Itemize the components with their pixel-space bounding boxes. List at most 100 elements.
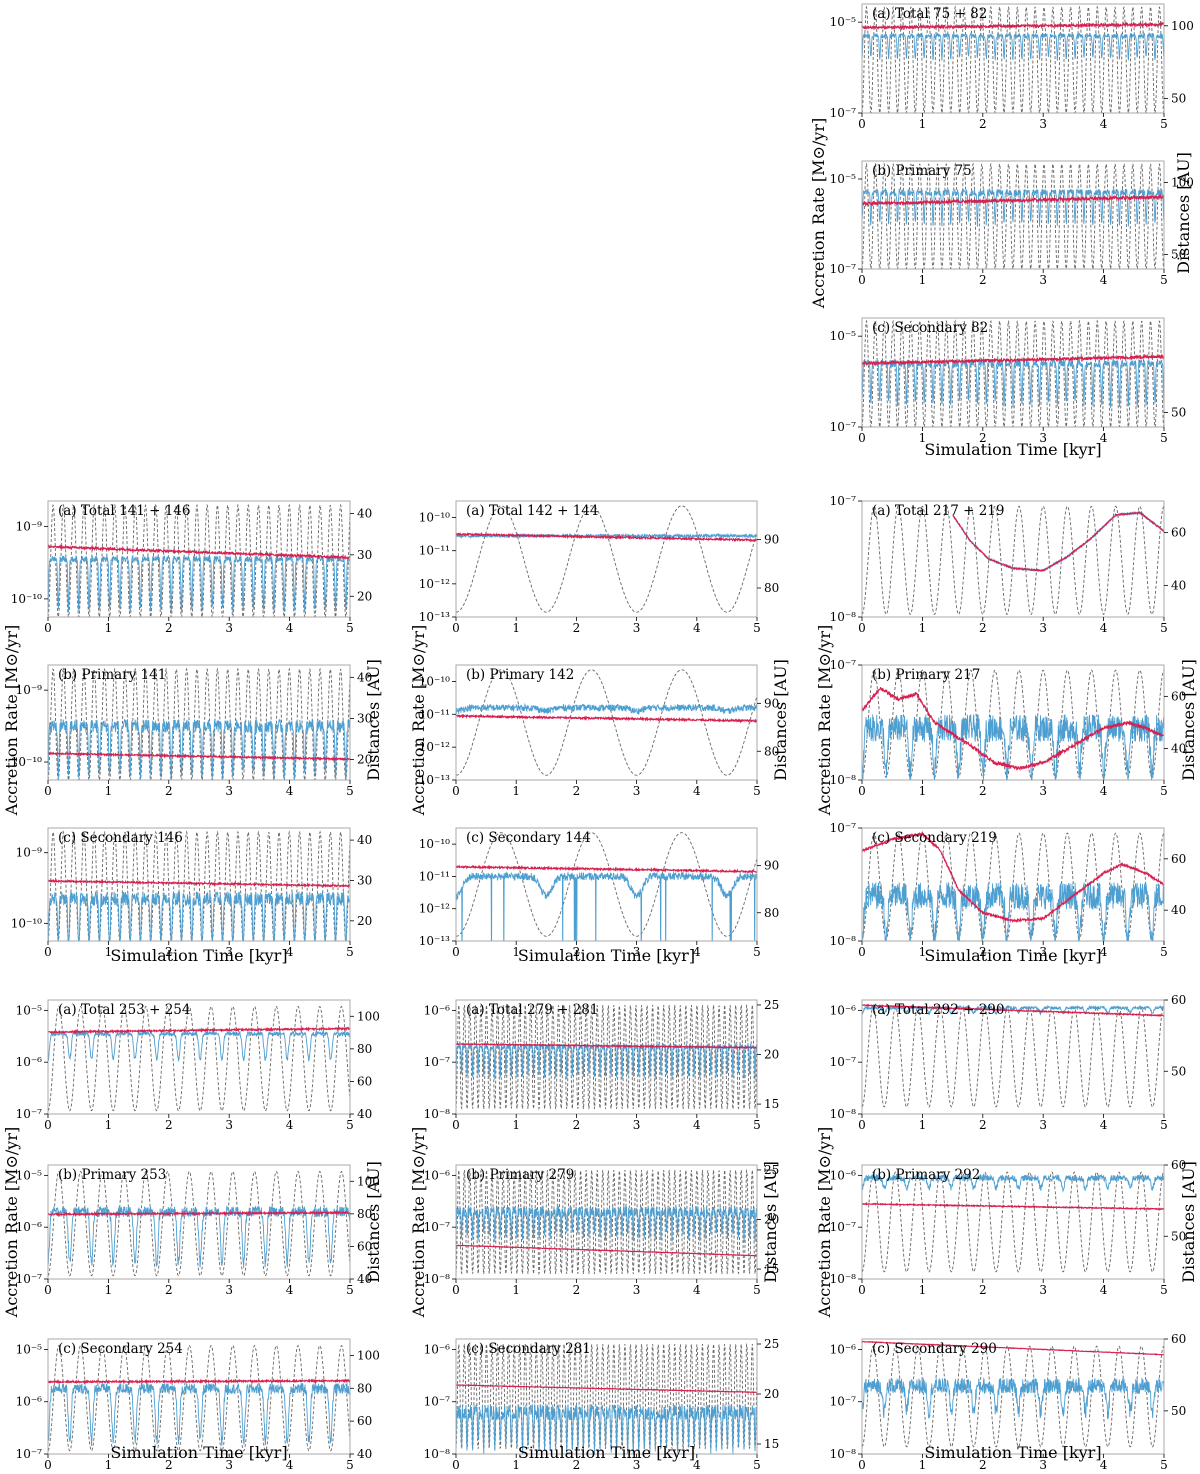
y-tick-label: 10⁻⁹ xyxy=(16,846,43,860)
x-tick-label: 2 xyxy=(979,945,987,959)
panel-frame xyxy=(861,827,1165,942)
r-tick-label: 40 xyxy=(357,506,372,520)
x-tick-label: 0 xyxy=(44,945,52,959)
plot-area xyxy=(862,1003,1164,1108)
x-tick-label: 0 xyxy=(858,784,866,798)
panel-title: (a) Total 75 + 82 xyxy=(872,6,987,22)
y-tick-label: 10⁻⁷ xyxy=(16,1107,43,1121)
panel-141-146-a: 0 1 2 3 4 5 10⁻⁹ 10⁻¹⁰ 40 30 20 (a) Total 141 + 146 xyxy=(11,500,372,635)
x-tick-label: 5 xyxy=(1160,1118,1168,1132)
y-tick-label: 10⁻⁸ xyxy=(830,1272,857,1286)
panel-title: (b) Primary 279 xyxy=(466,1167,574,1183)
r-tick-label: 20 xyxy=(764,1387,779,1401)
x-tick-label: 3 xyxy=(633,621,641,635)
r-tick-label: 60 xyxy=(1171,1332,1186,1346)
panel-frame xyxy=(455,1338,758,1455)
x-tick-label: 4 xyxy=(286,945,294,959)
y-tick-label: 10⁻⁶ xyxy=(830,1003,857,1017)
y-tick-label: 10⁻⁷ xyxy=(16,1447,43,1461)
y-tick-label: 10⁻⁸ xyxy=(424,1107,451,1121)
individual-series xyxy=(862,1173,1164,1193)
x-tick-label: 1 xyxy=(919,784,927,798)
x-tick-label: 0 xyxy=(452,945,460,959)
x-tick-label: 4 xyxy=(1100,431,1108,445)
x-tick-label: 0 xyxy=(858,1458,866,1470)
r-tick-label: 50 xyxy=(1171,248,1186,262)
r-tick-label: 30 xyxy=(357,548,372,562)
y-tick-label: 10⁻⁶ xyxy=(424,1342,451,1356)
panel-75-82-c: 0 1 2 3 4 5 10⁻⁵ 10⁻⁷ 50 (c) Secondary 82 xyxy=(830,317,1186,445)
r-tick-label: 50 xyxy=(1171,1064,1186,1078)
r-tick-label: 20 xyxy=(764,1213,779,1227)
panel-title: (a) Total 141 + 146 xyxy=(58,503,190,519)
total-series xyxy=(48,1210,350,1217)
x-tick-label: 5 xyxy=(346,784,354,798)
panel-title: (c) Secondary 144 xyxy=(466,830,591,846)
x-tick-label: 0 xyxy=(858,621,866,635)
panel-frame xyxy=(47,500,351,618)
panel-title: (b) Primary 292 xyxy=(872,1167,980,1183)
y-tick-label: 10⁻⁶ xyxy=(424,1003,451,1017)
plot-area xyxy=(862,505,1164,615)
x-tick-label: 4 xyxy=(693,945,701,959)
x-tick-label: 0 xyxy=(858,273,866,287)
x-tick-label: 3 xyxy=(633,945,641,959)
y-tick-label: 10⁻⁶ xyxy=(16,1395,43,1409)
x-tick-label: 2 xyxy=(165,1118,173,1132)
x-tick-label: 2 xyxy=(979,431,987,445)
x-tick-label: 3 xyxy=(225,1283,233,1297)
panel-141-146-b: 0 1 2 3 4 5 10⁻⁹ 10⁻¹⁰ 40 30 20 (b) Primary 141 xyxy=(11,664,372,798)
x-tick-label: 2 xyxy=(573,1118,581,1132)
x-tick-label: 4 xyxy=(693,1458,701,1470)
x-tick-label: 4 xyxy=(286,784,294,798)
x-tick-label: 1 xyxy=(919,621,927,635)
panel-217-219-c: 0 1 2 3 4 5 10⁻⁷ 10⁻⁸ 60 40 (c) Secondary 219 xyxy=(830,821,1187,959)
plot-area xyxy=(456,505,757,613)
x-tick-label: 5 xyxy=(753,784,761,798)
y-tick-label: 10⁻⁷ xyxy=(830,1395,857,1409)
individual-series xyxy=(48,1382,350,1446)
x-tick-label: 2 xyxy=(979,117,987,131)
x-tick-label: 3 xyxy=(633,784,641,798)
distance-series xyxy=(862,505,1164,615)
x-tick-label: 2 xyxy=(573,945,581,959)
panel-frame xyxy=(47,664,351,781)
plot-area xyxy=(862,830,1164,941)
panel-title: (b) Primary 75 xyxy=(872,163,972,179)
x-tick-label: 3 xyxy=(225,1118,233,1132)
x-tick-label: 3 xyxy=(633,1458,641,1470)
total-series xyxy=(862,830,1164,924)
x-tick-label: 3 xyxy=(1039,273,1047,287)
x-tick-label: 5 xyxy=(1160,431,1168,445)
distance-series xyxy=(456,1169,757,1275)
y-axis-label-left: Accretion Rate [M⊙/yr] xyxy=(815,1127,834,1318)
total-series xyxy=(456,1383,757,1394)
y-tick-label: 10⁻⁵ xyxy=(830,329,857,343)
x-tick-label: 3 xyxy=(1039,431,1047,445)
x-tick-label: 1 xyxy=(512,1118,520,1132)
panel-253-254-a: 0 1 2 3 4 5 10⁻⁵ 10⁻⁶ 10⁻⁷ 100 80 60 40 (a) Total 253… xyxy=(16,999,380,1132)
panel-frame xyxy=(861,3,1165,114)
total-series xyxy=(48,1378,350,1385)
panel-frame xyxy=(861,999,1165,1115)
x-tick-label: 0 xyxy=(452,784,460,798)
r-tick-label: 15 xyxy=(764,1437,779,1451)
x-tick-label: 0 xyxy=(858,1118,866,1132)
r-tick-label: 50 xyxy=(1171,405,1186,419)
x-tick-label: 4 xyxy=(286,1118,294,1132)
y-tick-label: 10⁻⁷ xyxy=(830,821,857,835)
panel-142-144-a: 0 1 2 3 4 5 10⁻¹⁰ 10⁻¹¹ 10⁻¹² 10⁻¹³ 90 80 (a) Total … xyxy=(419,500,779,635)
x-tick-label: 1 xyxy=(919,431,927,445)
y-tick-label: 10⁻⁷ xyxy=(830,420,857,434)
r-tick-label: 80 xyxy=(357,1381,372,1395)
panel-title: (c) Secondary 254 xyxy=(58,1341,183,1357)
x-tick-label: 5 xyxy=(1160,117,1168,131)
x-tick-label: 2 xyxy=(979,273,987,287)
x-tick-label: 1 xyxy=(919,1118,927,1132)
x-tick-label: 3 xyxy=(1039,945,1047,959)
panel-141-146-c: 0 1 2 3 4 5 10⁻⁹ 10⁻¹⁰ 40 30 20 (c) Secondary 146 xyxy=(11,827,372,959)
